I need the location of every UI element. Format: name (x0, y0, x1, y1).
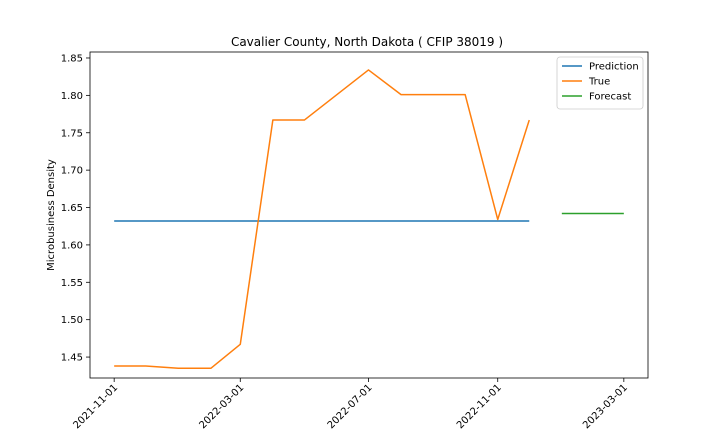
x-tick-label: 2022-03-01 (198, 382, 247, 431)
series-layer (114, 69, 624, 370)
legend: Prediction True Forecast (556, 56, 644, 110)
x-tick-label: 2022-07-01 (326, 382, 375, 431)
y-tick-label: 1.75 (61, 128, 83, 139)
y-tick-label: 1.60 (61, 240, 83, 251)
y-tick-label: 1.45 (61, 353, 83, 364)
plot-frame (89, 51, 649, 379)
x-tick-label: 2021-11-01 (71, 382, 120, 431)
x-tick-label: 2022-11-01 (455, 382, 504, 431)
chart-title: Cavalier County, North Dakota ( CFIP 380… (231, 35, 503, 49)
y-tick-label: 1.85 (61, 53, 83, 64)
series-line-true (114, 69, 530, 370)
y-tick-label: 1.55 (61, 278, 83, 289)
legend-label-true: True (588, 77, 610, 88)
legend-label-prediction: Prediction (589, 62, 639, 73)
y-axis-label: Microbusiness Density (46, 159, 57, 271)
y-tick-label: 1.80 (61, 91, 83, 102)
y-tick-label: 1.70 (61, 166, 83, 177)
y-axis: 1.45 1.50 1.55 1.60 1.65 1.70 1.75 1.80 1.85 (61, 53, 90, 364)
legend-label-forecast: Forecast (589, 92, 631, 103)
x-axis: 2021-11-01 2022-03-01 2022-07-01 2022-11-01… (71, 378, 630, 431)
x-tick-label: 2023-03-01 (581, 382, 630, 431)
y-tick-label: 1.65 (61, 203, 83, 214)
y-tick-label: 1.50 (61, 315, 83, 326)
